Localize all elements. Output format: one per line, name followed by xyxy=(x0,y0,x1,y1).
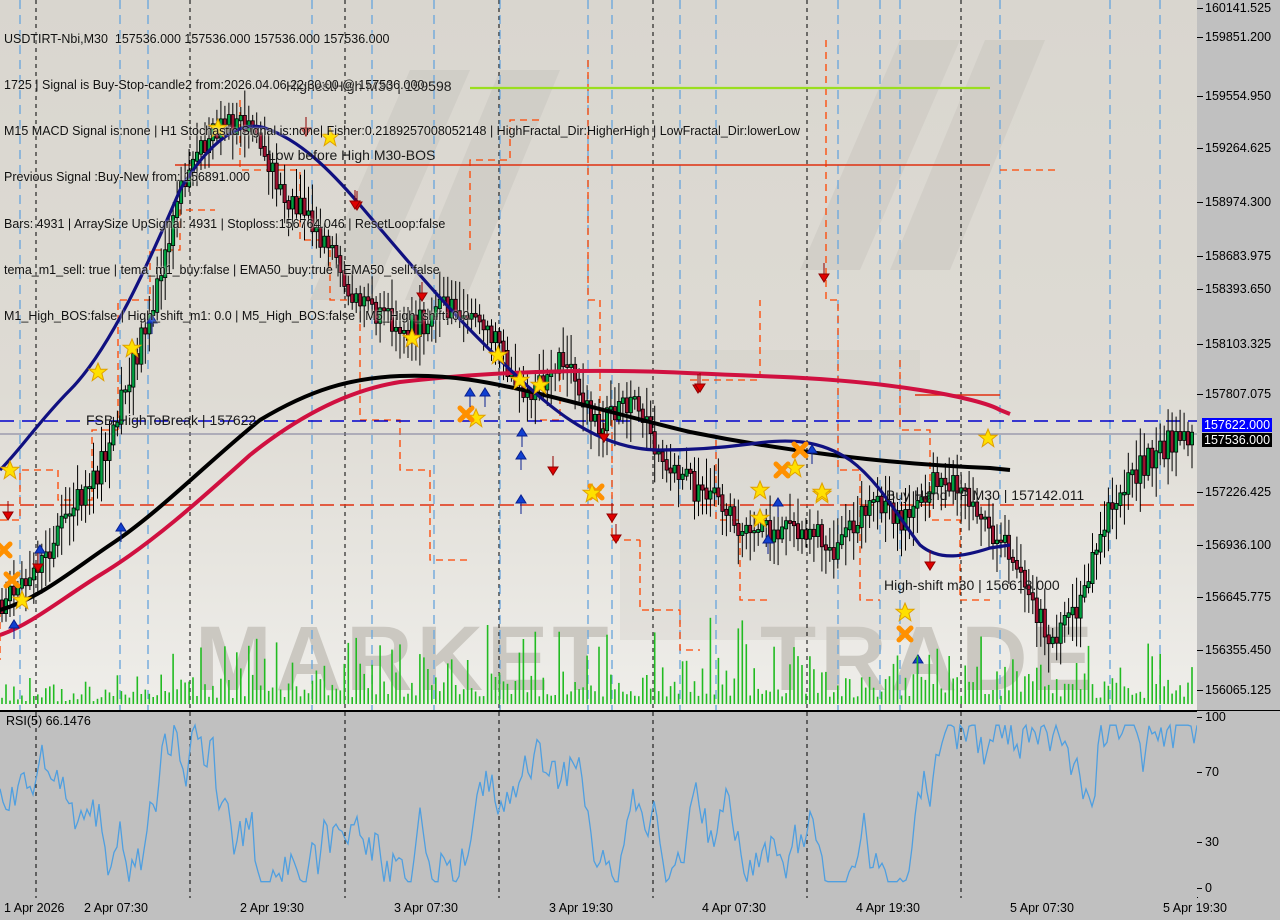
rsi-tick xyxy=(1197,842,1202,843)
price-axis-label-3: 159264.625 xyxy=(1205,141,1272,155)
time-axis-label-7: 5 Apr 07:30 xyxy=(1010,901,1074,915)
info-line-0: USDTIRT-Nbi,M30 157536.000 157536.000 15… xyxy=(4,31,390,46)
info-line-1: 1725 | Signal is Buy-Stop-candle2 from:2… xyxy=(4,78,425,93)
price-tick xyxy=(1197,289,1203,290)
rsi-axis-label-2: 30 xyxy=(1205,835,1219,849)
price-tick xyxy=(1197,96,1203,97)
price-tick xyxy=(1197,202,1203,203)
price-axis-bid-label[interactable]: 157622.000 xyxy=(1202,418,1273,432)
time-axis-label-5: 4 Apr 07:30 xyxy=(702,901,766,915)
rsi-axis-label-3: 0 xyxy=(1205,881,1212,895)
price-axis-label-8: 157807.075 xyxy=(1205,387,1272,401)
chart-annotation-0: Low before High M30-BOS xyxy=(268,147,436,163)
ma-navy-line xyxy=(0,124,1011,558)
info-line-6: M1_High_BOS:false | High_shift_m1: 0.0 |… xyxy=(4,309,470,324)
info-line-2: M15 MACD Signal is:none | H1 Stochastic … xyxy=(4,124,801,139)
rsi-indicator-panel[interactable] xyxy=(0,711,1198,899)
price-axis-label-7: 158103.325 xyxy=(1205,337,1272,351)
time-axis-label-4: 3 Apr 19:30 xyxy=(549,901,613,915)
time-axis-label-2: 2 Apr 19:30 xyxy=(240,901,304,915)
rsi-tick xyxy=(1197,717,1202,718)
gridlines-layer xyxy=(0,0,1197,710)
rsi-axis-label-1: 70 xyxy=(1205,765,1219,779)
chart-annotation-3: High-shift m30 | 156618.000 xyxy=(884,577,1060,593)
chart-info-text: USDTIRT-Nbi,M30 157536.000 157536.000 15… xyxy=(4,1,800,355)
price-axis-label-9: 157226.425 xyxy=(1205,485,1272,499)
rsi-tick xyxy=(1197,772,1202,773)
price-tick xyxy=(1197,492,1203,493)
price-tick xyxy=(1197,344,1203,345)
rsi-grid xyxy=(0,712,1197,898)
price-tick xyxy=(1197,690,1203,691)
price-axis-label-12: 156355.450 xyxy=(1205,643,1272,657)
rsi-axis-label-0: 100 xyxy=(1205,710,1226,724)
rsi-label: RSI(5) 66.1476 xyxy=(6,714,91,728)
chart-annotation-2: Buy Hand TP M30 | 157142.011 xyxy=(886,487,1085,503)
price-tick xyxy=(1197,650,1203,651)
price-tick xyxy=(1197,256,1203,257)
price-tick xyxy=(1197,8,1203,9)
ma-crimson-line xyxy=(0,368,1011,637)
time-axis-label-8: 5 Apr 19:30 xyxy=(1163,901,1227,915)
price-tick xyxy=(1197,148,1203,149)
time-axis-label-3: 3 Apr 07:30 xyxy=(394,901,458,915)
moving-average-lines xyxy=(0,124,1011,637)
price-axis-label-4: 158974.300 xyxy=(1205,195,1272,209)
time-axis-label-1: 2 Apr 07:30 xyxy=(84,901,148,915)
price-tick xyxy=(1197,597,1203,598)
price-axis-label-5: 158683.975 xyxy=(1205,249,1272,263)
price-axis-label-6: 158393.650 xyxy=(1205,282,1272,296)
info-line-4: Bars: 4931 | ArraySize UpSignal: 4931 | … xyxy=(4,216,446,231)
price-tick xyxy=(1197,545,1203,546)
rsi-tick xyxy=(1197,888,1202,889)
time-axis-label-6: 4 Apr 19:30 xyxy=(856,901,920,915)
price-axis-label-0: 160141.525 xyxy=(1205,1,1272,15)
ma-black-line xyxy=(0,373,1011,612)
price-chart-panel[interactable]: MARKET TRADE xyxy=(0,0,1198,711)
price-axis-label-13: 156065.125 xyxy=(1205,683,1272,697)
time-axis-label-0: 1 Apr 2026 xyxy=(4,901,65,915)
price-axis-label-11: 156645.775 xyxy=(1205,590,1272,604)
info-line-5: tema_m1_sell: true | tema_m1_buy:false |… xyxy=(4,262,440,277)
annotation-highest-high: HighestHigh M30 | 159598 xyxy=(286,78,452,94)
rsi-axis: 100 70 30 0 xyxy=(1197,710,1280,897)
price-axis-label-1: 159851.200 xyxy=(1205,30,1272,44)
price-axis-label-2: 159554.950 xyxy=(1205,89,1272,103)
candlestick-series xyxy=(0,90,1195,673)
price-axis-ask-label[interactable]: 157536.000 xyxy=(1202,433,1273,447)
chart-annotation-1: FSB-HighToBreak | 157622 xyxy=(86,412,257,428)
price-tick xyxy=(1197,394,1203,395)
price-axis-label-10: 156936.100 xyxy=(1205,538,1272,552)
info-line-3: Previous Signal :Buy-New from: 156891.00… xyxy=(4,170,250,185)
volume-histogram xyxy=(1,617,1193,704)
price-axis[interactable]: 160141.525 159851.200 159554.950 159264.625… xyxy=(1197,0,1280,711)
price-tick xyxy=(1197,37,1203,38)
time-axis[interactable]: 1 Apr 2026 2 Apr 07:30 2 Apr 19:30 3 Apr 07… xyxy=(0,898,1280,920)
